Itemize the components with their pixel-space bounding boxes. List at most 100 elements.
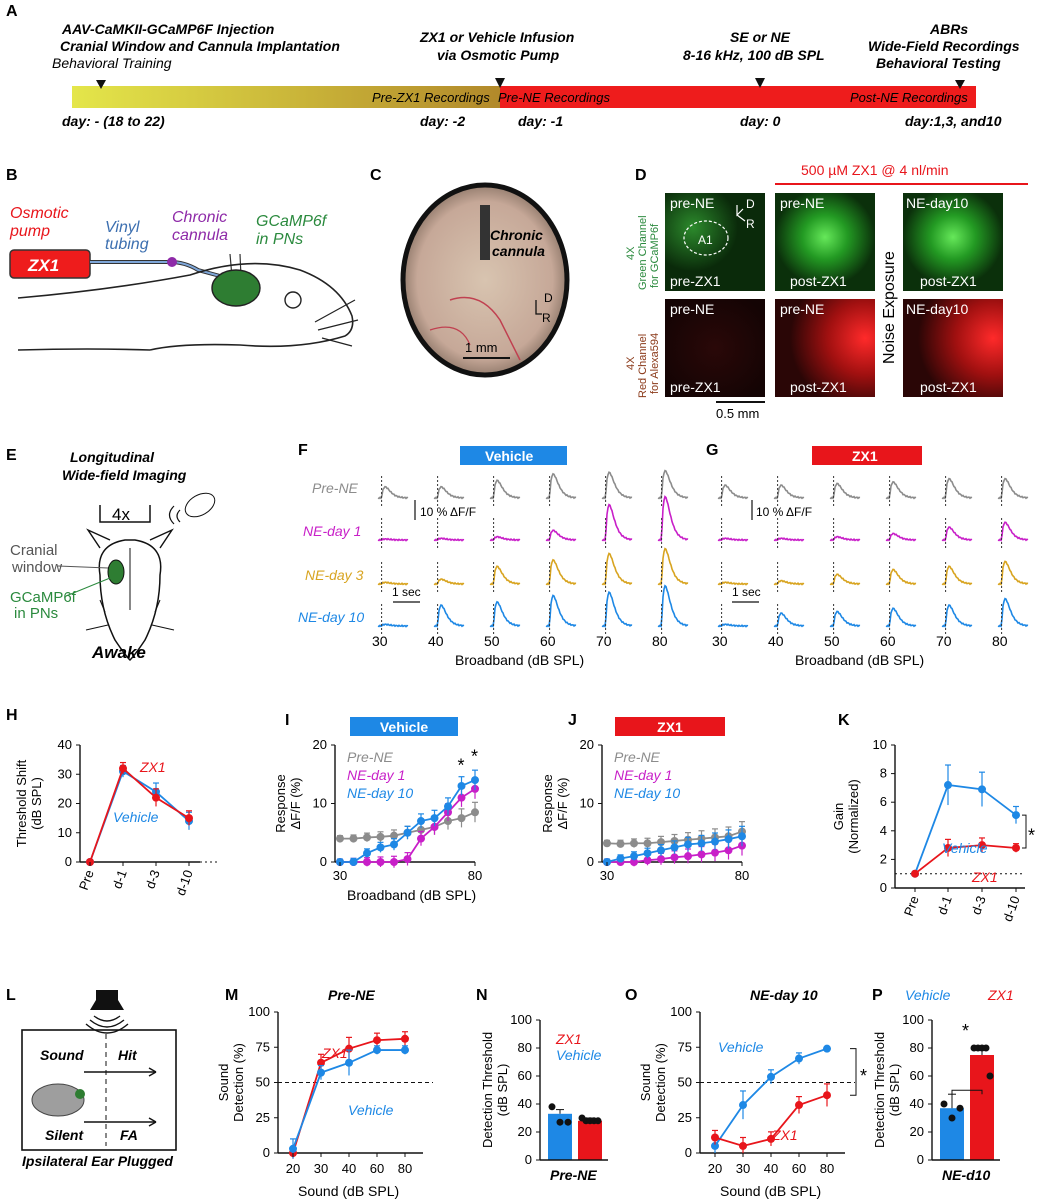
zx1-line bbox=[914, 844, 1017, 875]
x-tick-label: 30 bbox=[333, 868, 347, 883]
f-trace bbox=[601, 590, 633, 628]
f-trace bbox=[601, 471, 633, 500]
g-trace bbox=[997, 477, 1029, 500]
green-channel-label-1: 4X bbox=[625, 246, 637, 260]
chart-m: M 0 25 50 75 100 Sound Detection (%) 20 30 40 60 80 S… bbox=[216, 987, 433, 1199]
x-axis-label: Sound (dB SPL) bbox=[720, 1183, 821, 1199]
series-1-point bbox=[417, 834, 425, 843]
g-trace bbox=[829, 573, 861, 586]
y-tick-label: 40 bbox=[58, 737, 72, 752]
event-3-line-2: 8-16 kHz, 100 dB SPL bbox=[683, 47, 825, 63]
series-2-point bbox=[697, 839, 706, 848]
day-label-4: day: 0 bbox=[740, 113, 781, 129]
significance-bracket bbox=[850, 1048, 857, 1096]
f-level-tick: 70 bbox=[596, 633, 612, 649]
series-2-point bbox=[724, 835, 733, 844]
panel-n-label: N bbox=[476, 987, 488, 1004]
series-1-point bbox=[376, 858, 385, 866]
panel-k-label: K bbox=[838, 712, 850, 729]
g-level-tick: 30 bbox=[712, 633, 728, 649]
row-label-d1: NE-day 1 bbox=[303, 523, 361, 539]
g-trace bbox=[997, 521, 1029, 542]
series-1-point bbox=[390, 858, 398, 866]
series-2-point bbox=[376, 843, 385, 852]
g-trace bbox=[941, 565, 973, 586]
y-tick-label: 10 bbox=[58, 825, 72, 840]
panel-b: B Osmotic pump Vinyl tubing Chronic cann… bbox=[6, 167, 359, 351]
arrow-icon bbox=[755, 66, 765, 88]
chart-o: O 0 25 50 75 100 Sound Detection (%) 20 30 40 60 80 S… bbox=[625, 987, 867, 1199]
noise-exposure-label: Noise Exposure bbox=[881, 251, 898, 364]
x-tick-label: d-3 bbox=[142, 868, 163, 891]
y-tick-label: 50 bbox=[256, 1075, 270, 1090]
cannula-joint bbox=[167, 257, 177, 267]
osmotic-label-1: Osmotic bbox=[10, 205, 69, 222]
y-tick-label: 80 bbox=[910, 1040, 924, 1055]
img-top-label-3: NE-day10 bbox=[906, 195, 968, 211]
series-2-point bbox=[471, 776, 479, 785]
chart-n: N 0 20 40 60 80 100 Detection Threshold (dB SPL)… bbox=[476, 987, 608, 1183]
a1-outline bbox=[683, 220, 729, 256]
series-0-point bbox=[643, 839, 652, 848]
zx1-point bbox=[1012, 843, 1020, 852]
legend-0: Pre-NE bbox=[347, 749, 394, 765]
g-trace bbox=[885, 532, 917, 542]
y-tick-label: 20 bbox=[313, 737, 327, 752]
f-level-tick: 50 bbox=[484, 633, 500, 649]
panel-b-label: B bbox=[6, 167, 18, 184]
event-1-sub: Behavioral Training bbox=[52, 55, 172, 71]
window-cannula-label-1: Chronic bbox=[490, 227, 543, 243]
e-title-2: Wide-field Imaging bbox=[62, 467, 187, 483]
img-bottom-label-2: post-ZX1 bbox=[790, 273, 847, 289]
vinyl-label-2: tubing bbox=[105, 236, 149, 253]
g-level-tick: 80 bbox=[992, 633, 1008, 649]
red-channel-label-3: for Alexa594 bbox=[649, 333, 661, 394]
f-trace bbox=[377, 537, 409, 542]
panel-d-label: D bbox=[635, 167, 647, 184]
y-axis-label: Detection Threshold bbox=[480, 1032, 495, 1148]
legend-1: NE-day 1 bbox=[347, 767, 405, 783]
panel-c: C Chronic cannula D R 1 mm bbox=[370, 167, 570, 378]
y-axis-label: Threshold Shift bbox=[14, 759, 29, 847]
l-sound: Sound bbox=[40, 1047, 84, 1063]
f-trace bbox=[601, 503, 633, 542]
y-tick-label: 0 bbox=[685, 1145, 692, 1160]
panel-a: A AAV-CaMKII-GCaMP6F Injection Cranial W… bbox=[6, 3, 1020, 129]
series-0-point bbox=[711, 1141, 719, 1150]
y-axis-label: Detection (%) bbox=[653, 1043, 668, 1122]
series-1-point bbox=[684, 852, 692, 861]
x-tick-label: Pre bbox=[76, 868, 97, 892]
g-trace bbox=[773, 484, 805, 500]
series-0-point bbox=[739, 1101, 747, 1110]
g-trace bbox=[885, 568, 917, 586]
legend-0: ZX1 bbox=[321, 1045, 348, 1061]
panel-g-label: G bbox=[706, 442, 718, 459]
f-trace bbox=[433, 578, 465, 586]
cannula-label-1: Chronic bbox=[172, 209, 227, 226]
l-hit: Hit bbox=[118, 1047, 138, 1063]
event-2-line-1: ZX1 or Vehicle Infusion bbox=[419, 29, 574, 45]
f-trace bbox=[433, 537, 465, 542]
event-1-line-1: AAV-CaMKII-GCaMP6F Injection bbox=[61, 21, 274, 37]
window-dir-r: R bbox=[542, 311, 551, 325]
img-top-label-6: NE-day10 bbox=[906, 301, 968, 317]
series-2-point bbox=[349, 858, 358, 866]
d-scale-label: 0.5 mm bbox=[716, 406, 759, 421]
y-axis-label: Detection Threshold bbox=[872, 1032, 887, 1148]
img-top-label-1: pre-NE bbox=[670, 195, 714, 211]
x-tick-label: 80 bbox=[398, 1161, 412, 1176]
legend-1: NE-day 1 bbox=[614, 767, 672, 783]
timeline-pre-bar bbox=[72, 86, 500, 108]
speaker-top-icon bbox=[90, 990, 124, 1010]
series-0-point bbox=[363, 833, 371, 842]
g-trace bbox=[717, 581, 749, 586]
e-gcamp-region bbox=[107, 559, 125, 585]
chart-i: I 0 10 20 Response ΔF/F (%) 30 80 Vehicle Pre-NE N… bbox=[273, 712, 482, 903]
series-0-point bbox=[795, 1054, 803, 1063]
g-trace bbox=[941, 477, 973, 500]
legend-zx1: ZX1 bbox=[971, 869, 998, 885]
x-tick-label: 80 bbox=[735, 868, 749, 883]
y-tick-label: 4 bbox=[880, 823, 887, 838]
timeline-arrows bbox=[96, 66, 965, 89]
event-4-sub: Behavioral Testing bbox=[876, 55, 1001, 71]
